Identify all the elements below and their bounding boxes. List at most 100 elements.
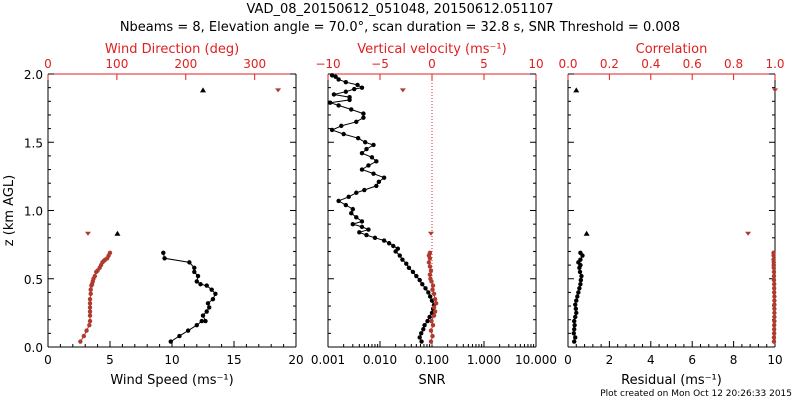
top-tick-label: 100 bbox=[105, 57, 128, 71]
bottom-tick-label: 0.001 bbox=[311, 353, 345, 367]
data-point bbox=[187, 260, 192, 265]
data-point bbox=[575, 294, 580, 299]
data-point bbox=[430, 333, 435, 339]
data-point bbox=[573, 314, 578, 320]
bottom-axis-label: Wind Speed (ms⁻¹) bbox=[110, 373, 233, 388]
data-point bbox=[198, 282, 203, 287]
data-point bbox=[366, 227, 371, 232]
data-point bbox=[578, 257, 583, 262]
data-point bbox=[84, 231, 91, 236]
data-point bbox=[359, 224, 365, 230]
data-point bbox=[207, 305, 212, 310]
data-point bbox=[431, 305, 437, 310]
data-point bbox=[352, 86, 357, 92]
data-point bbox=[114, 230, 121, 236]
data-point bbox=[386, 241, 392, 246]
data-point bbox=[168, 339, 173, 344]
y-tick-label: 0.5 bbox=[24, 273, 43, 287]
data-point bbox=[87, 309, 93, 314]
bottom-tick-label: 0.100 bbox=[415, 353, 449, 367]
data-point bbox=[209, 287, 214, 292]
top-tick-label: 10 bbox=[528, 57, 543, 71]
data-point bbox=[406, 265, 412, 271]
data-point bbox=[429, 318, 434, 324]
data-point bbox=[331, 92, 337, 97]
data-point bbox=[576, 290, 581, 295]
data-point bbox=[428, 268, 434, 273]
data-point bbox=[427, 314, 432, 320]
data-point bbox=[343, 89, 349, 94]
data-point bbox=[275, 88, 282, 93]
data-point bbox=[430, 322, 436, 328]
data-point bbox=[92, 273, 98, 279]
data-point bbox=[772, 298, 777, 303]
panel-fit bbox=[567, 73, 778, 348]
data-point bbox=[369, 155, 375, 160]
data-point bbox=[400, 257, 405, 262]
data-point bbox=[417, 335, 422, 340]
data-point bbox=[417, 277, 422, 283]
bottom-tick-label: 0 bbox=[44, 353, 52, 367]
data-point bbox=[574, 298, 579, 303]
data-point bbox=[88, 287, 93, 292]
data-point bbox=[336, 198, 341, 204]
data-point bbox=[355, 135, 361, 141]
bottom-tick-label: 10 bbox=[767, 353, 782, 367]
data-point bbox=[430, 283, 436, 288]
data-point bbox=[745, 231, 752, 236]
data-point bbox=[771, 286, 777, 291]
data-point bbox=[354, 190, 359, 195]
data-point bbox=[421, 327, 426, 332]
bottom-tick-label: 0 bbox=[564, 353, 572, 367]
bottom-tick-label: 8 bbox=[730, 353, 738, 367]
bottom-tick-label: 15 bbox=[226, 353, 241, 367]
data-point bbox=[357, 230, 362, 235]
bottom-tick-label: 6 bbox=[688, 353, 696, 367]
data-point bbox=[771, 335, 777, 340]
data-point bbox=[107, 250, 113, 256]
data-point bbox=[329, 127, 335, 133]
bottom-axis-label: SNR bbox=[418, 373, 445, 388]
top-axis-label: Vertical velocity (ms⁻¹) bbox=[357, 42, 506, 57]
data-point bbox=[343, 79, 349, 85]
data-point bbox=[361, 111, 366, 116]
panel-snr bbox=[327, 73, 537, 348]
data-point bbox=[81, 333, 87, 339]
data-point bbox=[339, 123, 344, 129]
y-tick-label: 1.5 bbox=[24, 136, 43, 150]
data-point bbox=[578, 250, 583, 256]
data-point bbox=[771, 282, 777, 287]
data-point bbox=[771, 273, 777, 279]
top-tick-label: 0.4 bbox=[641, 57, 660, 71]
data-point bbox=[87, 297, 93, 302]
top-tick-label: 300 bbox=[243, 57, 266, 71]
data-point bbox=[381, 175, 387, 180]
data-point bbox=[771, 250, 776, 256]
data-point bbox=[205, 301, 211, 306]
data-point bbox=[363, 140, 368, 145]
data-point bbox=[572, 339, 577, 344]
data-point bbox=[772, 318, 777, 324]
data-point bbox=[432, 309, 438, 314]
data-point bbox=[87, 322, 92, 328]
data-point bbox=[573, 335, 578, 340]
data-point bbox=[771, 339, 777, 344]
data-point bbox=[333, 74, 338, 79]
data-point bbox=[577, 269, 583, 275]
data-point bbox=[577, 286, 582, 291]
data-point bbox=[349, 107, 354, 112]
data-point bbox=[200, 313, 206, 318]
top-tick-label: 0.6 bbox=[683, 57, 702, 71]
data-point bbox=[84, 328, 89, 333]
series-line-wind-direction bbox=[79, 252, 111, 342]
plot-credit: Plot created on Mon Oct 12 20:26:33 2015 bbox=[600, 389, 792, 399]
data-point bbox=[397, 253, 402, 258]
data-point bbox=[772, 306, 777, 311]
data-point bbox=[327, 100, 333, 105]
top-tick-label: −5 bbox=[371, 57, 389, 71]
data-point bbox=[359, 150, 365, 156]
data-point bbox=[391, 243, 396, 249]
bottom-tick-label: 4 bbox=[647, 353, 655, 367]
top-tick-label: 1.0 bbox=[765, 57, 784, 71]
top-tick-label: 0.0 bbox=[558, 57, 577, 71]
